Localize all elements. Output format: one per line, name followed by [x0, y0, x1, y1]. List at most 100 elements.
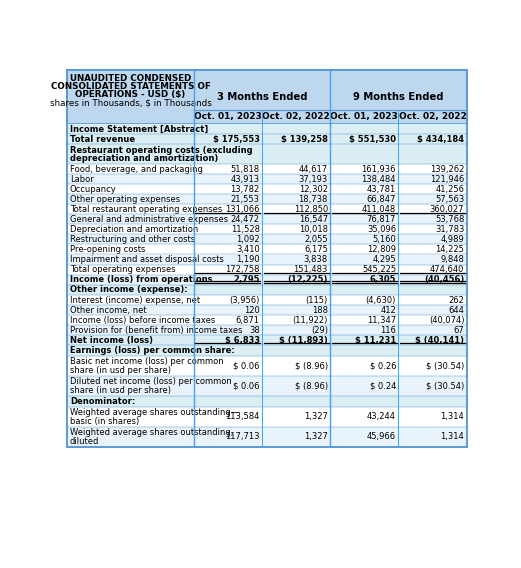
Text: 53,768: 53,768 [435, 215, 464, 224]
Text: $ 175,553: $ 175,553 [213, 135, 259, 144]
Text: 4,295: 4,295 [373, 255, 396, 264]
Text: 31,783: 31,783 [435, 225, 464, 234]
Text: Total revenue: Total revenue [70, 135, 135, 144]
Text: 1,327: 1,327 [304, 432, 328, 441]
Text: 412: 412 [380, 306, 396, 315]
Text: $ (11,893): $ (11,893) [279, 336, 328, 345]
Text: $ 11,231: $ 11,231 [355, 336, 396, 345]
Text: 545,225: 545,225 [362, 265, 396, 274]
Text: 112,850: 112,850 [294, 205, 328, 214]
Text: General and administrative expenses: General and administrative expenses [70, 215, 228, 224]
Text: 11,528: 11,528 [231, 225, 259, 234]
Text: 139,262: 139,262 [430, 165, 464, 174]
Text: 24,472: 24,472 [231, 215, 259, 224]
Text: Other income, net: Other income, net [70, 306, 146, 315]
Text: 51,818: 51,818 [230, 165, 259, 174]
Bar [67, 427, 467, 447]
Text: Oct. 01, 2023: Oct. 01, 2023 [194, 112, 262, 121]
Text: 262: 262 [449, 296, 464, 305]
Text: 43,244: 43,244 [367, 412, 396, 421]
Text: Denominator:: Denominator: [70, 397, 135, 406]
Text: Diluted net income (loss) per common: Diluted net income (loss) per common [70, 377, 231, 386]
Text: Depreciation and amortization: Depreciation and amortization [70, 225, 198, 234]
Text: Earnings (loss) per common share:: Earnings (loss) per common share: [70, 346, 234, 355]
Text: (40,074): (40,074) [429, 316, 464, 325]
Text: 1,327: 1,327 [304, 412, 328, 421]
Text: 113,584: 113,584 [225, 412, 259, 421]
Text: 151,483: 151,483 [293, 265, 328, 274]
Text: 45,966: 45,966 [367, 432, 396, 441]
Bar [67, 204, 467, 215]
Text: $ (8.96): $ (8.96) [295, 362, 328, 371]
Text: $ (30.54): $ (30.54) [426, 382, 464, 391]
Bar [67, 70, 467, 447]
Text: $ (30.54): $ (30.54) [426, 362, 464, 371]
Text: share (in usd per share): share (in usd per share) [70, 366, 171, 375]
Text: 43,913: 43,913 [230, 175, 259, 184]
Text: 188: 188 [312, 306, 328, 315]
Text: 9,848: 9,848 [440, 255, 464, 264]
Text: $ 0.06: $ 0.06 [233, 382, 259, 391]
Text: 3,838: 3,838 [304, 255, 328, 264]
Text: 6,305: 6,305 [369, 275, 396, 284]
Text: 66,847: 66,847 [367, 195, 396, 204]
Bar [67, 285, 467, 295]
Text: 138,484: 138,484 [362, 175, 396, 184]
Text: 116: 116 [380, 326, 396, 335]
Bar [67, 224, 467, 235]
Text: 117,713: 117,713 [225, 432, 259, 441]
Text: 41,256: 41,256 [435, 185, 464, 194]
Bar [67, 174, 467, 185]
Text: 1,314: 1,314 [440, 412, 464, 421]
Text: 21,553: 21,553 [231, 195, 259, 204]
Text: 57,563: 57,563 [435, 195, 464, 204]
Bar [67, 70, 467, 110]
Text: Pre-opening costs: Pre-opening costs [70, 245, 145, 254]
Bar [67, 244, 467, 254]
Text: 3 Months Ended: 3 Months Ended [217, 91, 307, 102]
Text: Basic net income (loss) per common: Basic net income (loss) per common [70, 357, 224, 366]
Text: Net income (loss): Net income (loss) [70, 336, 153, 345]
Text: 121,946: 121,946 [430, 175, 464, 184]
Text: Total restaurant operating expenses: Total restaurant operating expenses [70, 205, 222, 214]
Text: 12,302: 12,302 [299, 185, 328, 194]
Bar [67, 315, 467, 325]
Text: 6,175: 6,175 [304, 245, 328, 254]
Text: 3,410: 3,410 [236, 245, 259, 254]
Text: 4,989: 4,989 [440, 235, 464, 244]
Text: 131,066: 131,066 [225, 205, 259, 214]
Bar [67, 194, 467, 204]
Text: 1,092: 1,092 [236, 235, 259, 244]
Text: (115): (115) [306, 296, 328, 305]
Text: 38: 38 [249, 326, 259, 335]
Text: Impairment and asset disposal costs: Impairment and asset disposal costs [70, 255, 224, 264]
Bar [67, 335, 467, 345]
Bar [67, 185, 467, 194]
Text: $ 0.06: $ 0.06 [233, 362, 259, 371]
Text: (29): (29) [311, 326, 328, 335]
Text: 44,617: 44,617 [299, 165, 328, 174]
Bar [67, 295, 467, 306]
Text: Weighted average shares outstanding,: Weighted average shares outstanding, [70, 428, 233, 437]
Text: 1,190: 1,190 [236, 255, 259, 264]
Text: Oct. 02, 2022: Oct. 02, 2022 [399, 112, 466, 121]
Bar [67, 376, 467, 396]
Bar [67, 164, 467, 174]
Bar [67, 396, 467, 407]
Text: Labor: Labor [70, 175, 94, 184]
Text: 37,193: 37,193 [299, 175, 328, 184]
Text: Income (loss) before income taxes: Income (loss) before income taxes [70, 316, 215, 325]
Text: $ 0.26: $ 0.26 [369, 362, 396, 371]
Text: 9 Months Ended: 9 Months Ended [353, 91, 443, 102]
Text: Interest (income) expense, net: Interest (income) expense, net [70, 296, 200, 305]
Text: (3,956): (3,956) [229, 296, 259, 305]
Bar [67, 135, 467, 144]
Text: OPERATIONS - USD ($): OPERATIONS - USD ($) [76, 90, 186, 99]
Text: (11,922): (11,922) [292, 316, 328, 325]
Text: shares in Thousands, $ in Thousands: shares in Thousands, $ in Thousands [49, 99, 212, 108]
Text: $ 139,258: $ 139,258 [281, 135, 328, 144]
Text: 411,048: 411,048 [362, 205, 396, 214]
Text: Income (loss) from operations: Income (loss) from operations [70, 275, 212, 284]
Text: 6,871: 6,871 [235, 316, 259, 325]
Text: Occupancy: Occupancy [70, 185, 117, 194]
